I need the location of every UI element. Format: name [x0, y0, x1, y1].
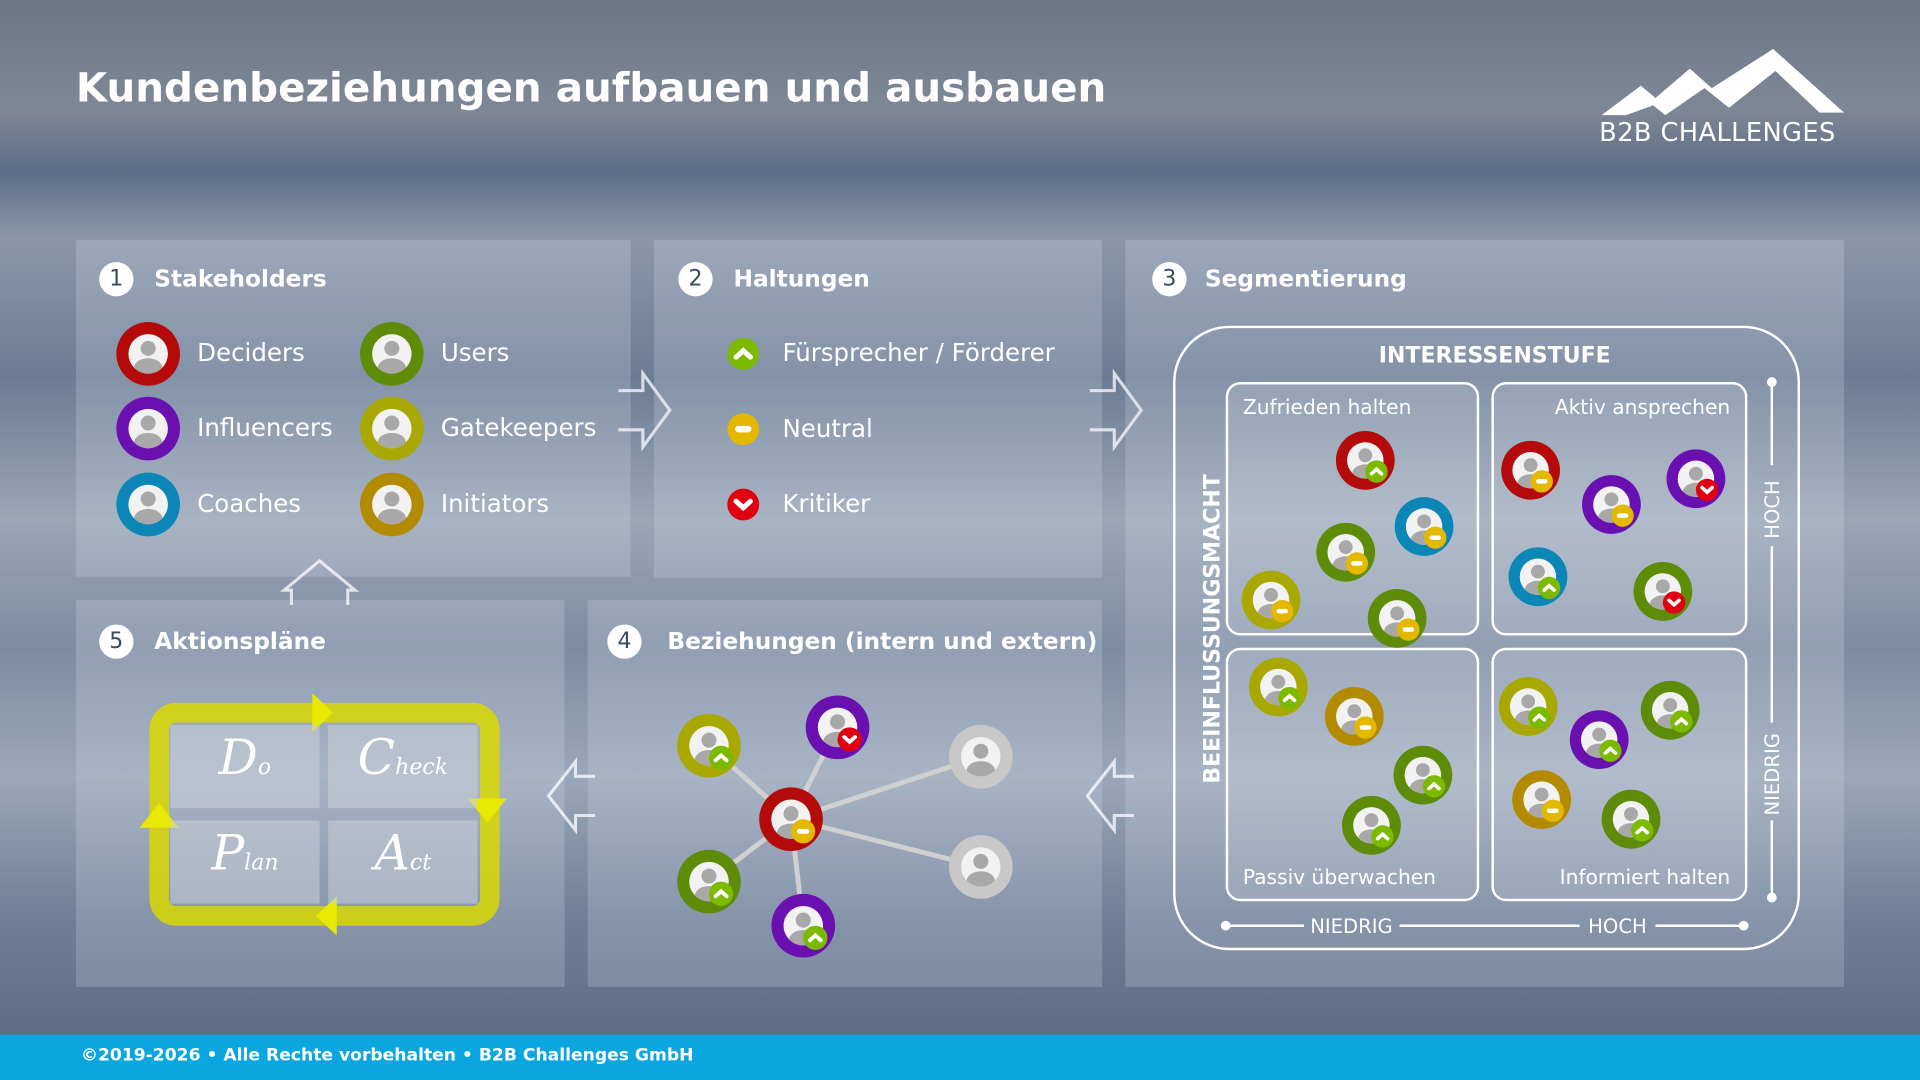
- relationship-link: [788, 818, 806, 926]
- step-rest: lan: [244, 849, 279, 876]
- quadrant-label: Aktiv ansprechen: [1554, 395, 1731, 419]
- pdca-step-do: Do: [170, 724, 320, 809]
- attitude-label: Fürsprecher / Förderer: [782, 337, 1055, 368]
- quadrant-label: Informiert halten: [1559, 865, 1731, 889]
- haltungen-panel: 2 Haltungen Fürsprecher / Förderer Neutra…: [653, 240, 1103, 578]
- segmentation-matrix: [1173, 325, 1801, 951]
- attitude-label: Neutral: [782, 413, 873, 443]
- stakeholder-label: Initiators: [440, 488, 550, 518]
- step-number: 1: [99, 262, 134, 297]
- arrow-right-icon: [1089, 368, 1144, 452]
- arrow-left-icon: [1085, 757, 1134, 835]
- attitude-label: Kritiker: [782, 488, 871, 518]
- x-axis-title: INTERESSENSTUFE: [1378, 342, 1611, 369]
- stakeholder-label: Gatekeepers: [440, 412, 597, 443]
- step-rest: heck: [395, 754, 449, 781]
- arrow-left-icon: [546, 757, 596, 835]
- panel-title: Segmentierung: [1204, 265, 1407, 293]
- step-rest: ct: [409, 849, 432, 876]
- relationship-link: [707, 817, 793, 884]
- step-number: 5: [99, 624, 134, 659]
- copyright-text: ©2019-2026 • Alle Rechte vorbehalten • B…: [80, 1045, 694, 1066]
- footer: ©2019-2026 • Alle Rechte vorbehalten • B…: [0, 1034, 1920, 1080]
- stakeholder-label: Users: [440, 337, 510, 368]
- step-initial: C: [357, 729, 396, 787]
- panel-title: Beziehungen (intern und extern): [667, 628, 1098, 656]
- step-rest: o: [257, 754, 272, 781]
- step-number: 2: [678, 262, 713, 297]
- quadrant-label: Passiv überwachen: [1242, 865, 1436, 889]
- stakeholder-label: Influencers: [197, 412, 333, 443]
- relationship-link: [790, 816, 982, 870]
- panel-title: Aktionspläne: [154, 628, 326, 656]
- relationship-link: [707, 743, 793, 822]
- page-title: Kundenbeziehungen aufbauen und ausbauen: [75, 63, 1107, 112]
- x-low-label: NIEDRIG: [1310, 914, 1393, 938]
- arrow-right-icon: [618, 368, 672, 452]
- panel-title: Haltungen: [733, 265, 870, 293]
- step-number: 4: [607, 624, 642, 659]
- beziehungen-panel: 4 Beziehungen (intern und extern): [587, 600, 1103, 987]
- step-number: 3: [1152, 262, 1187, 297]
- stakeholder-label: Deciders: [197, 337, 305, 368]
- pdca-step-act: Act: [328, 820, 478, 904]
- step-initial: A: [374, 825, 410, 882]
- panel-title: Stakeholders: [154, 265, 327, 293]
- arrow-up-icon: [279, 558, 360, 605]
- logo-text: B2B CHALLENGES: [1599, 117, 1836, 147]
- stakeholder-label: Coaches: [197, 488, 302, 518]
- step-initial: P: [211, 825, 245, 882]
- mountain-logo-icon: [1601, 48, 1845, 116]
- logo: B2B CHALLENGES: [1592, 44, 1849, 154]
- quadrant-label: Zufrieden halten: [1242, 395, 1412, 419]
- pdca-step-check: Check: [328, 724, 478, 809]
- step-initial: D: [218, 729, 258, 787]
- pdca-step-plan: Plan: [170, 820, 320, 904]
- x-high-label: HOCH: [1588, 914, 1647, 938]
